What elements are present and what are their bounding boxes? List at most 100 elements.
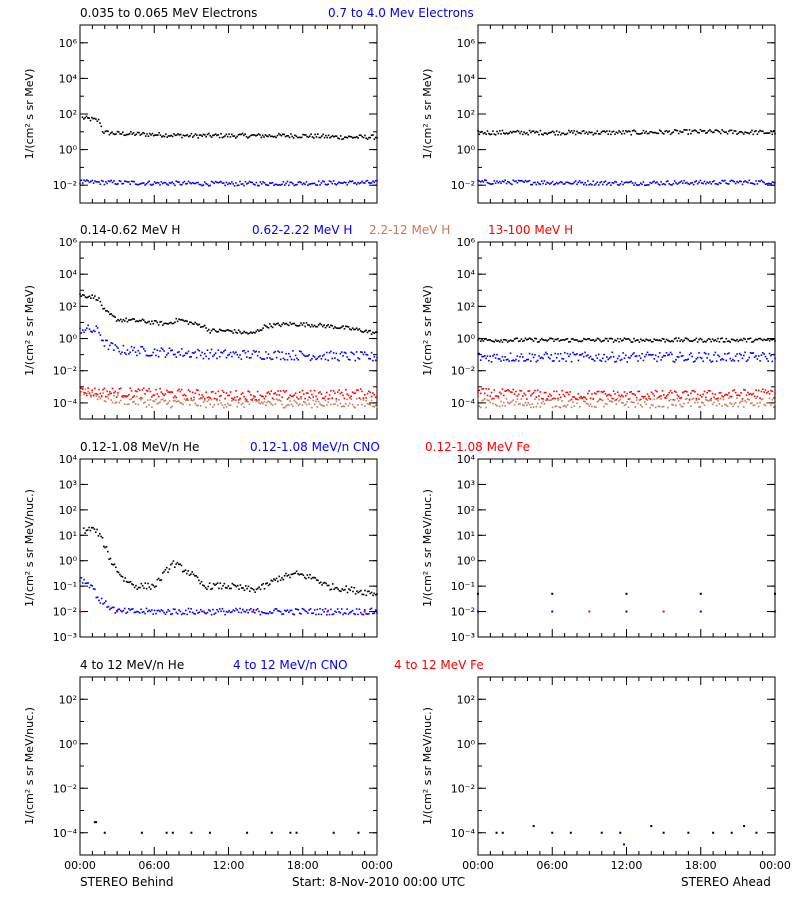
data-point: [297, 398, 300, 400]
data-point: [300, 136, 303, 139]
data-point: [218, 355, 221, 358]
data-point: [199, 405, 202, 407]
data-point: [543, 353, 546, 356]
data-point: [615, 403, 618, 405]
data-point: [81, 329, 84, 331]
data-point: [724, 394, 726, 396]
data-point: [255, 400, 258, 402]
data-point: [313, 576, 315, 579]
data-point: [361, 403, 363, 406]
data-point: [644, 184, 646, 187]
data-point: [526, 358, 528, 361]
y-axis-label: 1/(cm² s sr MeV/nuc.): [421, 489, 434, 607]
data-point: [98, 181, 100, 183]
data-point: [687, 133, 690, 135]
data-point: [212, 406, 214, 408]
data-point: [110, 179, 112, 182]
data-point: [81, 294, 84, 296]
data-point: [122, 182, 125, 185]
data-point: [195, 134, 198, 137]
data-point: [187, 350, 190, 353]
data-point: [239, 354, 241, 356]
data-point: [719, 182, 722, 185]
data-point: [516, 355, 519, 357]
y-axis-label: 1/(cm² s sr MeV): [421, 285, 434, 376]
data-point: [321, 325, 324, 328]
data-point: [699, 179, 702, 182]
data-point: [584, 400, 586, 403]
data-point: [667, 354, 669, 357]
data-point: [346, 356, 348, 358]
data-point: [327, 323, 329, 326]
data-point: [279, 579, 282, 582]
data-point: [321, 135, 323, 137]
data-point: [183, 393, 186, 396]
data-point: [703, 351, 706, 354]
data-point: [307, 392, 309, 394]
data-point: [633, 337, 635, 340]
data-point: [612, 397, 615, 400]
data-point: [668, 183, 671, 185]
data-point: [325, 134, 327, 137]
data-point: [132, 349, 134, 352]
data-point: [597, 390, 600, 393]
data-point: [376, 612, 378, 614]
data-point: [122, 609, 125, 612]
y-tick-label: 10⁰: [59, 144, 78, 157]
data-point: [81, 582, 84, 584]
data-point: [123, 180, 126, 182]
data-point: [270, 579, 273, 582]
data-point: [664, 183, 666, 186]
y-tick-label: 10⁶: [59, 37, 78, 50]
data-point: [676, 397, 679, 400]
data-point: [668, 391, 671, 394]
data-point: [658, 184, 661, 186]
data-point: [362, 397, 365, 399]
data-point: [718, 181, 721, 184]
data-point: [278, 610, 281, 612]
data-point: [201, 394, 203, 396]
data-point: [92, 117, 95, 120]
data-point: [251, 332, 254, 334]
data-point: [270, 325, 273, 328]
data-point: [338, 181, 340, 184]
data-point: [90, 297, 92, 299]
data-point: [652, 353, 654, 356]
data-point: [520, 353, 523, 355]
data-point: [182, 394, 184, 397]
data-point: [114, 612, 117, 614]
y-tick-label: 10⁻²: [53, 606, 77, 619]
data-point: [730, 395, 733, 398]
data-point: [566, 404, 569, 406]
data-point: [766, 402, 768, 404]
data-point: [335, 398, 338, 400]
data-point: [283, 609, 286, 612]
data-point: [278, 575, 281, 578]
data-point: [243, 184, 245, 187]
data-point: [170, 613, 172, 616]
data-point: [348, 588, 350, 590]
data-point: [563, 351, 566, 354]
data-point: [504, 179, 506, 182]
data-point: [301, 352, 304, 355]
data-point: [585, 398, 588, 400]
data-point: [532, 340, 535, 342]
data-point: [705, 398, 707, 401]
data-point: [733, 403, 736, 405]
data-point: [597, 399, 600, 402]
data-point: [94, 387, 96, 390]
y-axis-label: 1/(cm² s sr MeV/nuc.): [421, 707, 434, 825]
data-point: [165, 403, 168, 405]
data-point: [629, 181, 631, 183]
data-point: [523, 360, 525, 362]
data-point: [497, 357, 500, 360]
data-point: [94, 393, 96, 395]
data-point: [519, 402, 521, 405]
data-point: [345, 403, 347, 405]
data-point: [96, 398, 99, 401]
data-point: [186, 182, 188, 185]
data-point: [714, 398, 717, 400]
data-point: [255, 181, 258, 184]
data-point: [269, 401, 271, 404]
